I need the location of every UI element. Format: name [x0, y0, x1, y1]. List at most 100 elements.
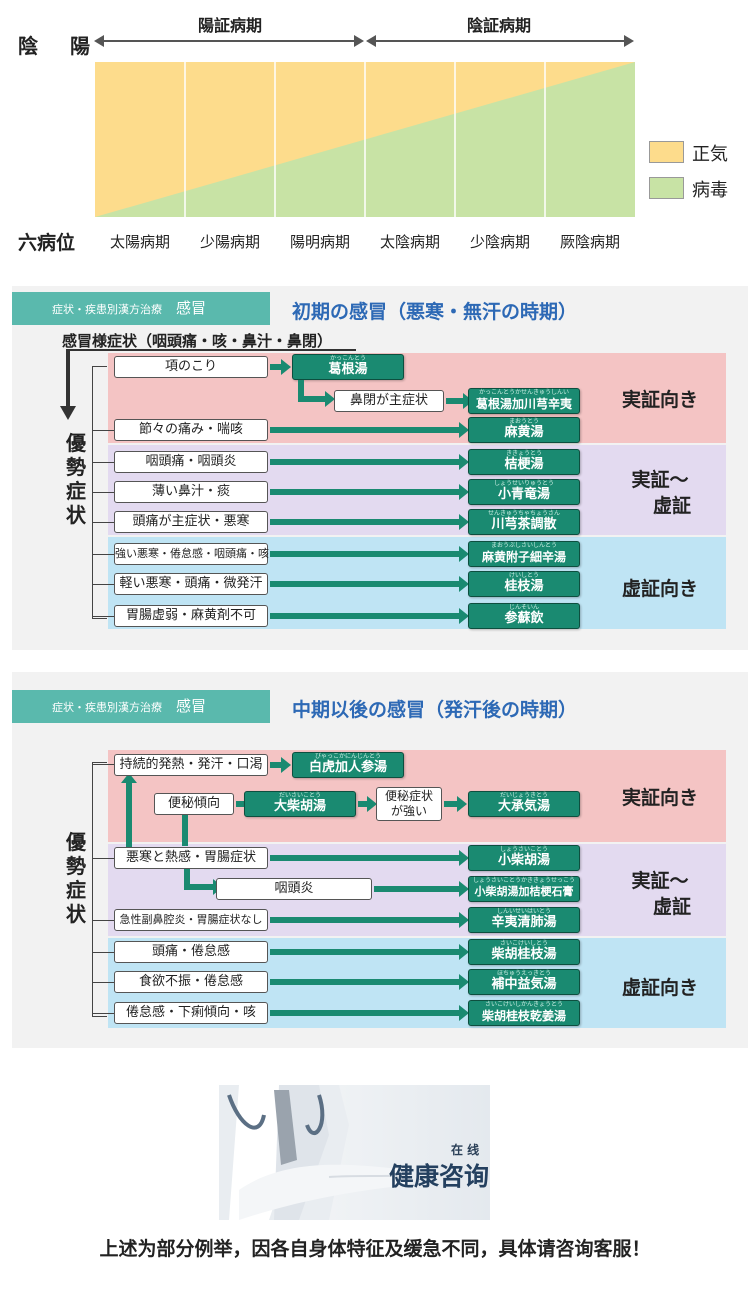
- herb-box: だいじょうきとう 大承気湯: [468, 791, 580, 817]
- legend-swatch-healthy: [649, 141, 684, 163]
- symptom-box: 薄い鼻汁・痰: [114, 481, 268, 503]
- tick: [92, 858, 116, 859]
- arrow: [270, 1005, 469, 1021]
- arrow: [270, 422, 469, 438]
- stage-label: 少陽病期: [199, 233, 260, 251]
- herb-box: だいさいことう 大柴胡湯: [244, 791, 356, 817]
- band-label-deficiency: 虚証向き: [621, 977, 698, 999]
- stage-label: 太陽病期: [109, 233, 170, 251]
- symptom-box: 食欲不振・倦怠感: [114, 971, 268, 993]
- band-label-excess: 実証向き: [621, 389, 698, 411]
- herb-box: せんきゅうちゃちょうさん 川芎茶調散: [468, 509, 580, 535]
- doctor-illustration: [219, 1085, 409, 1220]
- stage-label: 厥陰病期: [559, 233, 620, 251]
- arrow: [270, 944, 469, 960]
- up-connector: [121, 773, 137, 848]
- herb-box: ききょうとう 桔梗湯: [468, 449, 580, 475]
- tick: [92, 982, 116, 983]
- tick: [92, 616, 116, 617]
- tick: [92, 522, 116, 523]
- band-label-mixed-2: 虚証: [652, 495, 691, 517]
- header-line: [66, 349, 356, 351]
- panel-tag: 症状・疾患別漢方治療 感冒: [12, 292, 270, 325]
- symptom-header: 感冒様症状（咽頭痛・咳・鼻汁・鼻閉）: [62, 332, 333, 350]
- herb-box: かっこんとうかせんきゅうしんい 葛根湯加川芎辛夷: [468, 388, 580, 414]
- arrow: [298, 391, 335, 407]
- panel-tag-big: 感冒: [176, 299, 207, 317]
- side-label: 優勢症状: [66, 431, 86, 527]
- arrow: [270, 514, 469, 530]
- connector: [298, 380, 304, 400]
- arrow: [270, 454, 469, 470]
- symptom-box: 便秘症状 が強い: [376, 787, 442, 821]
- symptom-box: 急性副鼻腔炎・胃腸症状なし: [114, 909, 268, 931]
- arrow: [270, 576, 469, 592]
- symptom-box: 持続的発熱・発汗・口渇: [114, 754, 268, 776]
- tick: [92, 430, 116, 431]
- band-label-mixed-1: 実証～: [631, 870, 689, 892]
- early-cold-panel: 症状・疾患別漢方治療 感冒 初期の感冒（悪寒・無汗の時期） 感冒様症状（咽頭痛・咳…: [12, 286, 748, 650]
- arrow: [446, 393, 473, 409]
- arrow: [358, 796, 377, 812]
- symptom-box: 軽い悪寒・頭痛・微発汗: [114, 573, 268, 595]
- tick: [92, 1013, 116, 1014]
- symptom-box: 頭痛が主症状・悪寒: [114, 511, 268, 533]
- symptom-box: 項のこり: [114, 356, 268, 378]
- herb-box: まおうとう 麻黄湯: [468, 417, 580, 443]
- legend-label-pathogen: 病毒: [692, 180, 728, 201]
- yin-yang-chart: [95, 62, 635, 217]
- period-arrows: [94, 35, 634, 47]
- arrow: [270, 912, 469, 928]
- tick: [92, 920, 116, 921]
- arrow: [270, 757, 291, 773]
- symptom-box: 咽頭炎: [216, 878, 372, 900]
- tick: [92, 554, 116, 555]
- symptom-box: 強い悪寒・倦怠感・咽頭痛・咳: [114, 543, 269, 565]
- footer-note: 上述为部分例举，因各自身体特征及缓急不同，具体请咨询客服！: [99, 1238, 651, 1260]
- herb-box: さいこけいしかんきょうとう 柴胡桂枝乾姜湯: [468, 1000, 580, 1026]
- herb-box: かっこんとう 葛根湯: [292, 354, 404, 380]
- consult-small-text: 在 线: [451, 1143, 480, 1157]
- late-cold-panel: 症状・疾患別漢方治療 感冒 中期以後の感冒（発汗後の時期） 実証向き 実証～ 虚証…: [12, 672, 748, 1048]
- tick: [92, 952, 116, 953]
- panel-title: 初期の感冒（悪寒・無汗の時期）: [292, 301, 578, 323]
- panel-title: 中期以後の感冒（発汗後の時期）: [292, 699, 578, 721]
- symptom-box: 節々の痛み・喘咳: [114, 419, 268, 441]
- arrow: [270, 974, 469, 990]
- yang-period-label: 陽証病期: [197, 16, 262, 35]
- six-stages-label: 六病位: [18, 232, 76, 254]
- herb-box: びゃっこかにんじんとう 白虎加人参湯: [292, 752, 404, 778]
- symptom-box: 咽頭痛・咽頭炎: [114, 451, 268, 473]
- consult-big-text: 健康咨询: [389, 1162, 490, 1191]
- health-consult-banner[interactable]: 在 线 健康咨询: [219, 1085, 490, 1220]
- connector: [184, 868, 190, 890]
- dominant-arrow-line: [66, 349, 70, 407]
- symptom-box: 倦怠感・下痢傾向・咳: [114, 1002, 268, 1024]
- arrow: [270, 359, 291, 375]
- symptom-box: 悪寒と熱感・胃腸症状: [114, 847, 268, 869]
- side-label: 優勢症状: [66, 830, 86, 926]
- herb-box: しょうさいことう 小柴胡湯: [468, 845, 580, 871]
- arrow: [270, 608, 469, 624]
- herb-box: けいしとう 桂枝湯: [468, 571, 580, 597]
- legend-label-healthy: 正気: [692, 144, 728, 165]
- tick: [92, 492, 116, 493]
- band-label-mixed-1: 実証～: [631, 469, 689, 491]
- band-label-mixed-2: 虚証: [652, 896, 691, 918]
- herb-box: しんいせいはいとう 辛夷清肺湯: [468, 907, 580, 933]
- symptom-box: 胃腸虚弱・麻黄剤不可: [114, 605, 268, 627]
- arrow: [184, 879, 223, 895]
- symptom-box: 頭痛・倦怠感: [114, 941, 268, 963]
- herb-box: さいこけいしとう 柴胡桂枝湯: [468, 939, 580, 965]
- stage-label: 太陰病期: [379, 233, 440, 251]
- tick: [92, 462, 116, 463]
- herb-box: しょうさいことうかききょうせっこう 小柴胡湯加桔梗石膏: [468, 876, 580, 902]
- herb-box: じんそいん 参蘇飲: [468, 603, 580, 629]
- arrow: [444, 796, 467, 812]
- arrow: [270, 850, 469, 866]
- tick: [92, 764, 116, 765]
- panel-tag-small: 症状・疾患別漢方治療: [52, 701, 162, 714]
- symptom-box: 鼻閉が主症状: [334, 390, 444, 412]
- stage-label: 陽明病期: [289, 233, 350, 251]
- band-label-deficiency: 虚証向き: [621, 578, 698, 600]
